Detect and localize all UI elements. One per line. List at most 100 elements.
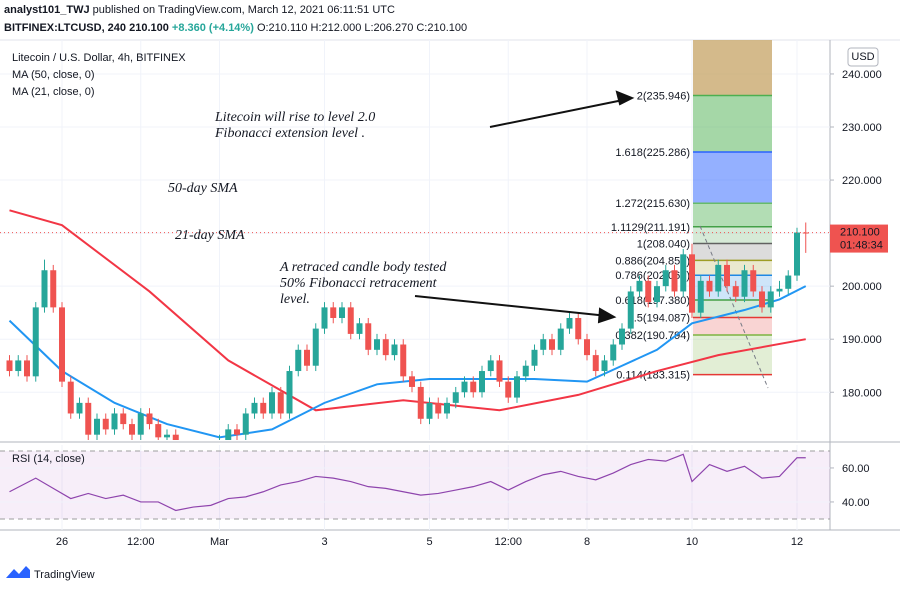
candle-body bbox=[697, 280, 704, 313]
candle-body bbox=[584, 339, 590, 356]
candle-body bbox=[706, 280, 713, 292]
chart-title: Litecoin / U.S. Dollar, 4h, BITFINEX bbox=[12, 52, 186, 64]
candle-body bbox=[129, 424, 135, 435]
candle-body bbox=[531, 349, 538, 366]
currency-box[interactable] bbox=[847, 47, 879, 67]
line-series bbox=[9, 453, 806, 512]
candle-body bbox=[50, 270, 57, 308]
candle-body bbox=[94, 418, 100, 435]
annotation-line: A retraced candle body tested bbox=[279, 260, 447, 275]
candle-body bbox=[505, 381, 512, 398]
candle-body bbox=[592, 355, 599, 372]
candle-body bbox=[479, 371, 485, 393]
candle-body bbox=[321, 307, 328, 329]
candle-body bbox=[260, 402, 267, 414]
candle-body bbox=[444, 402, 450, 414]
candle-body bbox=[120, 413, 127, 425]
fib-label: 1.618(225.286) bbox=[615, 147, 690, 159]
candle-body bbox=[330, 307, 337, 318]
candle-body bbox=[671, 270, 678, 292]
candle-body bbox=[15, 360, 22, 372]
y-tick-label: 190.000 bbox=[842, 334, 882, 346]
candle-body bbox=[461, 381, 468, 393]
candle-body bbox=[347, 307, 354, 334]
legend-entry[interactable]: MA (21, close, 0) bbox=[12, 86, 95, 98]
candle-body bbox=[487, 360, 494, 372]
fib-zone bbox=[693, 226, 772, 244]
y-tick-label: 230.000 bbox=[842, 122, 882, 134]
candle-body bbox=[470, 381, 477, 393]
logo-text: TradingView bbox=[34, 569, 95, 581]
y-tick-label: 40.00 bbox=[842, 497, 870, 509]
currency: USD bbox=[851, 51, 874, 63]
candle-body bbox=[339, 307, 345, 318]
annotation-line: 50-day SMA bbox=[168, 181, 238, 196]
fib-label: 1.1129(211.191) bbox=[611, 222, 690, 234]
candle-body bbox=[234, 429, 240, 435]
candle-body bbox=[522, 365, 529, 377]
fib-label: 1(208.040) bbox=[637, 239, 690, 251]
candle-body bbox=[32, 307, 39, 377]
annotation-arrows bbox=[414, 90, 635, 324]
arrow-line bbox=[489, 98, 629, 128]
published: published on TradingView.com, March 12, … bbox=[93, 4, 395, 16]
annotation: Litecoin will rise to level 2.0 Fibonacci… bbox=[214, 110, 375, 141]
annotation-line: Litecoin will rise to level 2.0 bbox=[214, 110, 375, 125]
rsi-title[interactable]: RSI (14, close) bbox=[12, 453, 85, 465]
candle-body bbox=[776, 288, 783, 292]
candle-body bbox=[610, 344, 617, 361]
y-tick-label: 240.000 bbox=[842, 69, 882, 81]
y-tick-label: 180.000 bbox=[842, 387, 882, 399]
fib-zone bbox=[693, 334, 772, 375]
fib-zone bbox=[693, 317, 772, 335]
candle-body bbox=[59, 307, 65, 382]
candle-body bbox=[286, 371, 293, 414]
candle-body bbox=[759, 291, 765, 308]
y-tick-label: 200.000 bbox=[842, 281, 882, 293]
fib-zone bbox=[693, 300, 772, 318]
candle-body bbox=[312, 328, 319, 366]
candle-body bbox=[304, 349, 310, 366]
header-line2: BITFINEX:LTCUSD, 240 210.100 +8.360 (+4.… bbox=[4, 22, 467, 34]
annotation-line: Fibonacci extension level . bbox=[214, 126, 365, 141]
legend-entry[interactable]: MA (50, close, 0) bbox=[12, 69, 95, 81]
candle-body bbox=[689, 254, 695, 313]
candle-body bbox=[645, 280, 652, 303]
logo[interactable]: TradingView bbox=[6, 566, 95, 581]
annotation: 50-day SMA bbox=[168, 181, 238, 196]
arrow-line bbox=[414, 295, 609, 317]
y-tick-label: 60.00 bbox=[842, 463, 870, 475]
fib-zone bbox=[693, 95, 772, 153]
countdown: 01:48:34 bbox=[840, 240, 883, 252]
candle-body bbox=[225, 429, 232, 440]
candle-body bbox=[566, 317, 573, 329]
annotation: A retraced candle body tested 50% Fibonac… bbox=[279, 260, 447, 307]
fib-zone bbox=[693, 243, 772, 261]
candle-body bbox=[575, 317, 582, 340]
candle-body bbox=[426, 402, 433, 419]
rsi-band bbox=[0, 450, 830, 519]
candle-body bbox=[627, 291, 634, 329]
candle-body bbox=[146, 413, 153, 425]
candle-body bbox=[137, 413, 144, 435]
logo-icon bbox=[6, 566, 30, 578]
x-tick-label: 8 bbox=[584, 536, 590, 548]
candle-body bbox=[41, 270, 48, 308]
candle-body bbox=[67, 381, 74, 414]
price-tag bbox=[830, 224, 888, 253]
fib-label: 0.886(204.859) bbox=[615, 255, 690, 267]
candle-body bbox=[409, 376, 415, 387]
candle-body bbox=[715, 264, 722, 292]
fib-label: 0.5(194.087) bbox=[628, 313, 690, 325]
y-tick-label: 220.000 bbox=[842, 175, 882, 187]
x-tick-label: 10 bbox=[686, 536, 698, 548]
fib-zone bbox=[693, 260, 772, 276]
x-tick-label: 3 bbox=[321, 536, 327, 548]
header-line1: analyst101_TWJ published on TradingView.… bbox=[4, 4, 395, 16]
x-tick-label: 12:00 bbox=[494, 536, 522, 548]
candle-body bbox=[172, 434, 179, 440]
candle-body bbox=[732, 286, 739, 297]
price-pane: 2(235.946) 1.618(225.286) 1.272(215.630) 1.… bbox=[0, 40, 830, 440]
fib-label: 0.786(202.066) bbox=[615, 270, 690, 282]
ohlc: O:210.110 H:212.000 L:206.270 C:210.100 bbox=[257, 22, 467, 34]
